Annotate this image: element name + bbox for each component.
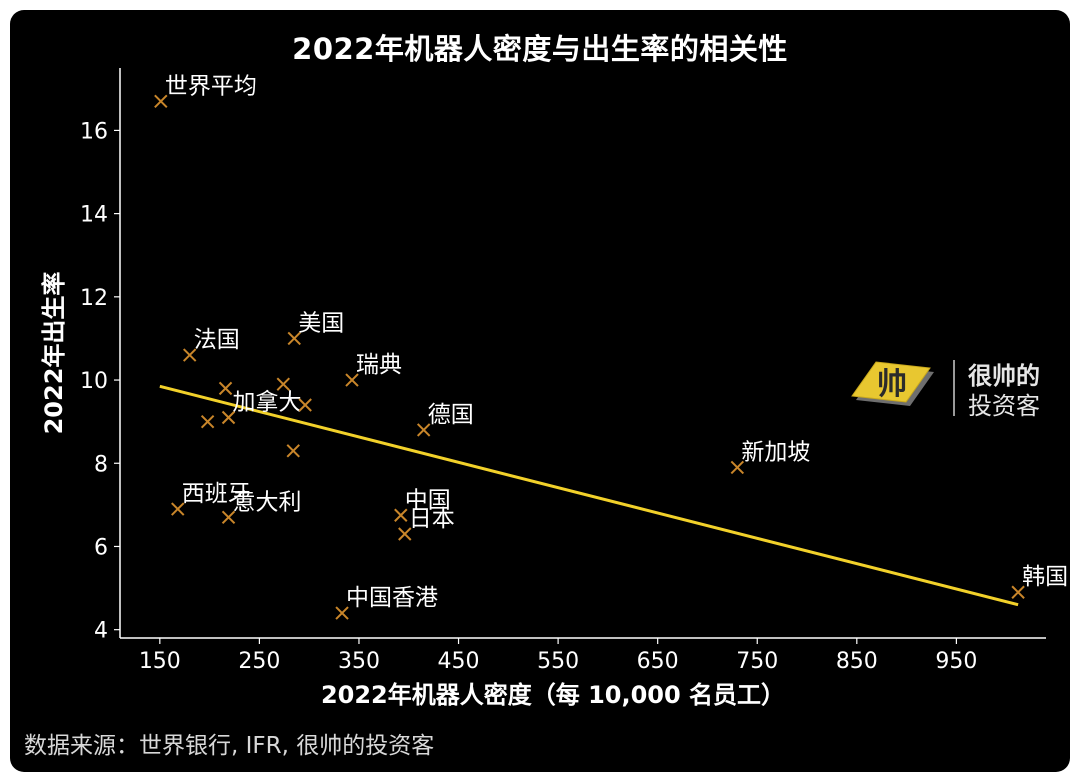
x-axis-label: 2022年机器人密度（每 10,000 名员工） [321, 681, 785, 709]
point-marker-stroke [335, 606, 349, 620]
logo-mark-icon: 帅 [851, 361, 934, 406]
chart-title: 2022年机器人密度与出生率的相关性 [292, 32, 788, 66]
data-point [394, 508, 408, 522]
x-tick-label: 550 [537, 649, 579, 674]
point-marker-stroke [221, 510, 236, 525]
point-label: 德国 [428, 402, 474, 428]
point-label: 日本 [409, 506, 455, 532]
data-point [298, 398, 312, 412]
data-point [416, 423, 431, 437]
y-tick-label: 14 [80, 203, 108, 228]
logo-divider [953, 360, 955, 416]
x-tick-label: 850 [836, 649, 878, 674]
data-point [1011, 585, 1025, 599]
y-axis-label: 2022年出生率 [40, 272, 68, 435]
point-marker-stroke [154, 94, 168, 108]
data-point [398, 527, 412, 541]
data-point [730, 460, 745, 475]
point-marker-stroke [398, 527, 412, 541]
point-label: 韩国 [1022, 564, 1068, 590]
point-marker-stroke [394, 508, 408, 522]
x-tick-label: 250 [238, 649, 280, 674]
point-label: 瑞典 [356, 352, 402, 378]
y-tick-label: 8 [94, 452, 108, 477]
y-tick-label: 6 [94, 535, 108, 560]
point-label: 世界平均 [165, 73, 257, 99]
point-marker-stroke [730, 460, 745, 475]
data-point [286, 444, 300, 458]
point-label: 新加坡 [741, 439, 810, 465]
x-tick-label: 750 [736, 649, 778, 674]
logo-text-line1: 很帅的 [968, 362, 1040, 390]
point-marker-stroke [218, 381, 233, 396]
data-point [200, 414, 215, 429]
brand-logo: 帅 很帅的 投资客 [850, 352, 1060, 424]
point-label: 中国 [405, 487, 451, 513]
y-tick-label: 4 [94, 619, 108, 644]
point-label: 意大利 [233, 489, 302, 515]
data-point [171, 502, 185, 516]
y-tick-label: 10 [80, 369, 108, 394]
data-point [182, 348, 197, 362]
x-tick-label: 950 [935, 649, 977, 674]
point-marker-stroke [287, 331, 301, 346]
data-point [287, 331, 301, 346]
point-marker-stroke [345, 373, 359, 387]
point-label: 美国 [298, 310, 344, 336]
point-marker-stroke [221, 410, 236, 425]
chart-card: 2022年机器人密度与出生率的相关性 150 250 350 450 550 650 750… [10, 10, 1070, 772]
data-point [221, 410, 236, 425]
scatter-plot: 150 250 350 450 550 650 750 850 950 4 6 8 10 12 14 16 20… [40, 68, 1068, 709]
x-tick-label: 650 [637, 649, 679, 674]
data-point [345, 373, 359, 387]
point-label: 西班牙 [182, 481, 251, 507]
point-marker-stroke [1011, 585, 1025, 599]
y-tick-label: 16 [80, 119, 108, 144]
point-marker-stroke [200, 414, 215, 429]
point-label: 加拿大 [233, 388, 302, 415]
point-marker-stroke [182, 348, 197, 362]
data-point [221, 510, 236, 525]
point-marker-stroke [171, 502, 185, 516]
source-note: 数据来源：世界银行, IFR, 很帅的投资客 [24, 733, 435, 759]
point-label: 中国香港 [346, 585, 438, 611]
x-tick-label: 450 [438, 649, 480, 674]
point-marker-stroke [276, 377, 291, 391]
data-point [218, 381, 233, 396]
x-tick-label: 150 [139, 649, 181, 674]
data-point [276, 377, 291, 391]
point-marker-stroke [416, 423, 431, 437]
trend-line [159, 384, 1019, 607]
data-point [335, 606, 349, 620]
x-tick-label: 350 [338, 649, 380, 674]
y-tick-label: 12 [80, 286, 108, 311]
logo-text-line2: 投资客 [968, 392, 1040, 420]
data-point [154, 94, 168, 108]
point-marker-stroke [286, 444, 300, 458]
point-label: 法国 [194, 327, 240, 353]
logo-mark-glyph: 帅 [877, 367, 907, 402]
point-marker-stroke [298, 398, 312, 412]
